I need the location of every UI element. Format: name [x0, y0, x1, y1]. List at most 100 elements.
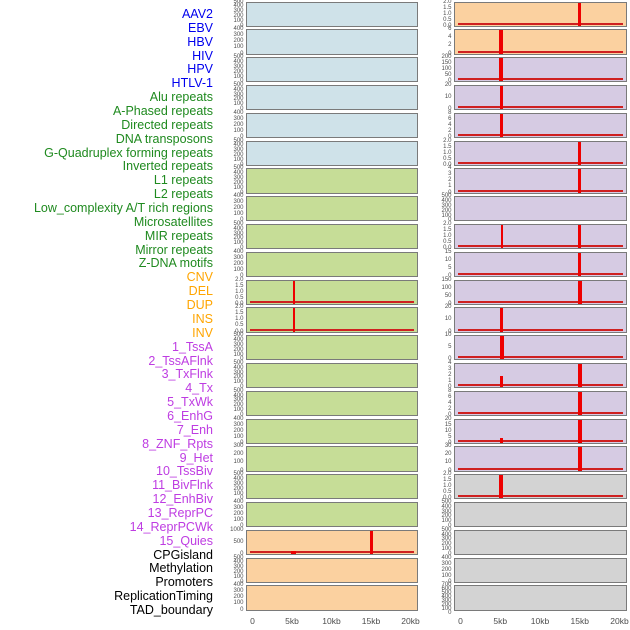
y-tick-label: 2 — [448, 127, 452, 134]
y-axis-ticks-8-ZNF-Rpts: 15 10 5 0 — [427, 249, 452, 279]
y-tick-label: 0 — [240, 523, 244, 530]
y-tick-label: 3 — [448, 365, 452, 372]
y-tick-label: 200 — [233, 260, 244, 267]
y-tick-label: 200 — [441, 566, 452, 573]
row-label-ReplicationTiming: ReplicationTiming — [114, 589, 213, 604]
y-tick-label: 100 — [233, 459, 244, 466]
y-axis-ticks-A-Phased-repeats: 400 300 200 100 0 — [219, 193, 244, 223]
signal-peak — [577, 280, 582, 304]
y-tick-label: 100 — [233, 156, 244, 163]
signal-peak — [499, 58, 504, 82]
y-axis-ticks-14-ReprPCWk: 20 15 10 5 0 — [427, 416, 452, 446]
y-tick-label: 10 — [444, 332, 452, 339]
y-tick-label: 400 — [233, 142, 244, 149]
signal-baseline — [249, 550, 414, 553]
y-tick-label: 1.0 — [443, 149, 452, 156]
y-tick-label: 3 — [448, 171, 452, 178]
row-label-G-Quadruplex-forming-repeats: G-Quadruplex forming repeats — [44, 145, 213, 160]
y-tick-label: 2 — [448, 372, 452, 379]
signal-peak — [500, 85, 504, 110]
y-tick-label: 10 — [444, 256, 452, 263]
y-tick-label: 1.5 — [443, 477, 452, 484]
row-label-12-EnhBiv: 12_EnhBiv — [152, 492, 213, 507]
row-label-A-Phased-repeats: A-Phased repeats — [112, 104, 213, 119]
row-label-DUP: DUP — [186, 298, 213, 313]
row-label-HBV: HBV — [187, 34, 213, 49]
x-tick-left-0: 0 — [250, 616, 255, 626]
y-tick-label: 200 — [233, 485, 244, 492]
facet-panel-HTLV-1 — [245, 140, 418, 166]
y-tick-label: 400 — [233, 364, 244, 371]
y-tick-label: 400 — [233, 58, 244, 65]
y-tick-label: 300 — [441, 536, 452, 543]
y-tick-label: 1 — [448, 183, 452, 190]
signal-baseline — [457, 189, 623, 192]
y-tick-label: 100 — [233, 44, 244, 51]
facet-panel-INV — [453, 29, 627, 55]
y-tick-label: 100 — [441, 606, 452, 613]
y-tick-label: 500 — [233, 165, 244, 172]
y-tick-label: 1000 — [230, 526, 244, 533]
y-tick-label: 200 — [233, 96, 244, 103]
y-axis-ticks-HPV: 400 300 200 100 0 — [219, 110, 243, 140]
y-tick-label: 400 — [233, 193, 244, 200]
y-tick-label: 0 — [448, 578, 452, 585]
y-tick-label: 200 — [441, 541, 452, 548]
y-tick-label: 0 — [448, 300, 452, 307]
y-tick-label: 1.5 — [235, 282, 244, 289]
y-axis-ticks-L2-repeats: 500 400 300 200 100 0 — [219, 360, 244, 390]
y-tick-label: 100 — [233, 379, 244, 386]
y-tick-label: 6 — [448, 115, 452, 122]
y-tick-label: 6 — [448, 26, 452, 33]
row-label-L2-repeats: L2 repeats — [153, 187, 213, 202]
y-tick-label: 100 — [441, 66, 452, 73]
y-tick-label: 0 — [240, 106, 244, 113]
signal-peak — [292, 280, 295, 304]
y-tick-label: 2.0 — [443, 137, 452, 144]
facet-panel-Directed-repeats — [245, 223, 418, 250]
facet-panel-6-EnhG — [453, 196, 627, 222]
y-tick-label: 1.0 — [443, 233, 452, 240]
y-tick-label: 300 — [233, 199, 244, 206]
y-tick-label: 10 — [444, 427, 452, 434]
y-tick-label: 1.5 — [235, 310, 244, 317]
y-axis-ticks-ReplicationTiming: 400 300 200 100 0 — [427, 555, 452, 585]
facet-panel-HBV — [245, 57, 418, 83]
y-tick-label: 500 — [233, 0, 244, 5]
facet-panel-1-TssA — [453, 57, 627, 83]
signal-baseline — [457, 356, 623, 359]
signal-peak — [292, 308, 295, 332]
facet-panel-Promoters — [453, 529, 627, 555]
y-axis-ticks-AAV2: 500 400 300 200 100 0 — [219, 0, 244, 29]
signal-baseline — [457, 300, 623, 303]
row-label-5-TxWk: 5_TxWk — [167, 395, 213, 410]
y-tick-label: 0 — [240, 606, 244, 613]
y-tick-label: 1.0 — [443, 10, 452, 17]
y-tick-label: 0 — [448, 189, 452, 196]
y-tick-label: 1.0 — [235, 288, 244, 295]
y-axis-ticks-G-Quadruplex-forming-repeats: 2.0 1.5 1.0 0.5 0.0 — [219, 277, 244, 307]
signal-peak — [499, 475, 504, 499]
signal-baseline — [249, 300, 414, 303]
y-tick-label: 400 — [233, 225, 244, 232]
y-tick-label: 1.5 — [443, 226, 452, 233]
signal-peak — [577, 391, 582, 415]
facet-panel-7-Enh — [453, 223, 627, 250]
y-tick-label: 0 — [240, 245, 244, 252]
signal-baseline — [457, 50, 623, 53]
y-tick-label: 4 — [448, 359, 452, 366]
y-tick-label: 1.5 — [443, 4, 452, 11]
y-tick-label: 300 — [233, 91, 244, 98]
signal-peak — [578, 224, 582, 249]
y-tick-label: 4 — [448, 34, 452, 41]
facet-panel-Methylation — [453, 501, 627, 528]
y-tick-label: 5 — [448, 344, 452, 351]
y-tick-label: 100 — [233, 17, 244, 24]
row-label-HTLV-1: HTLV-1 — [171, 76, 213, 91]
row-label-Methylation: Methylation — [149, 561, 213, 576]
row-label-2-TssAFlnk: 2_TssAFlnk — [148, 353, 213, 368]
y-tick-label: 0 — [448, 550, 452, 557]
y-tick-label: 200 — [441, 54, 452, 61]
row-label-EBV: EBV — [187, 20, 213, 35]
